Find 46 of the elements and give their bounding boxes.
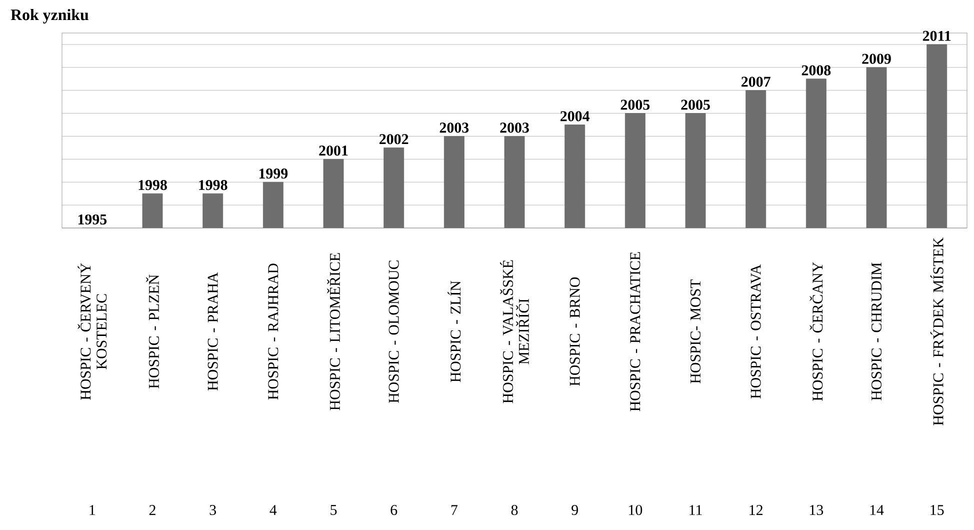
text: 2 bbox=[149, 505, 156, 515]
data-label: 2005 bbox=[681, 100, 710, 110]
x-tick-label: HOSPIC - VALAŠSKÉ MEZIŘÍČI bbox=[500, 260, 529, 404]
data-label: 2003 bbox=[440, 122, 469, 133]
data-label: 2001 bbox=[319, 146, 348, 156]
text: 9 bbox=[572, 504, 578, 516]
text: 10 bbox=[629, 504, 642, 516]
text: 8 bbox=[511, 504, 518, 516]
data-label: 1999 bbox=[259, 168, 288, 179]
data-label: 2009 bbox=[862, 54, 891, 64]
data-label: 1995 bbox=[78, 214, 107, 224]
x-tick-label: HOSPIC - BRNO bbox=[570, 277, 580, 386]
x-tick-label: HOSPIC - CHRUDIM bbox=[871, 262, 882, 400]
data-label: 2007 bbox=[742, 76, 770, 87]
chart-title: Rok yzniku bbox=[10, 9, 88, 24]
text: 5 bbox=[330, 505, 337, 515]
text: 11 bbox=[690, 505, 702, 515]
text: 3 bbox=[210, 504, 216, 516]
x-tick-label: HOSPIC - ČERČANY bbox=[810, 262, 823, 401]
x-tick-label: HOSPIC - PRACHATICE bbox=[630, 252, 640, 412]
data-label: 1998 bbox=[199, 180, 228, 190]
text: 14 bbox=[870, 505, 884, 515]
text: 4 bbox=[270, 505, 277, 515]
text: 13 bbox=[810, 504, 824, 516]
x-tick-label: HOSPIC - ZLÍN bbox=[448, 280, 461, 382]
data-label: 2003 bbox=[500, 122, 529, 133]
text: 12 bbox=[750, 505, 762, 515]
data-label: 2008 bbox=[802, 65, 831, 76]
data-label: 2002 bbox=[380, 134, 408, 144]
x-tick-label: HOSPIC - PLZEŇ bbox=[146, 274, 159, 388]
x-tick-label: HOSPIC - OLOMOUC bbox=[388, 260, 399, 403]
x-tick-label: HOSPIC - OSTRAVA bbox=[750, 264, 761, 398]
x-tick-label: HOSPIC - PRAHA bbox=[208, 272, 218, 390]
data-label: 2004 bbox=[560, 111, 590, 122]
x-tick-label: HOSPIC - ČERVENÝ KOSTELEC bbox=[78, 263, 107, 400]
text: 1 bbox=[90, 505, 96, 515]
text: 7 bbox=[451, 505, 458, 515]
x-tick-label: HOSPIC - LITOMĚŘICE bbox=[327, 253, 340, 410]
x-tick-label: HOSPIC- MOST bbox=[690, 279, 701, 384]
x-tick-label: HOSPIC - FRÝDEK MÍSTEK bbox=[930, 237, 944, 426]
text: 15 bbox=[930, 505, 944, 516]
data-label: 1998 bbox=[138, 180, 167, 190]
text: 6 bbox=[390, 504, 398, 516]
x-tick-label: HOSPIC - RAJHRAD bbox=[268, 264, 278, 400]
data-label: 2011 bbox=[922, 30, 951, 41]
data-label: 2005 bbox=[620, 100, 650, 110]
